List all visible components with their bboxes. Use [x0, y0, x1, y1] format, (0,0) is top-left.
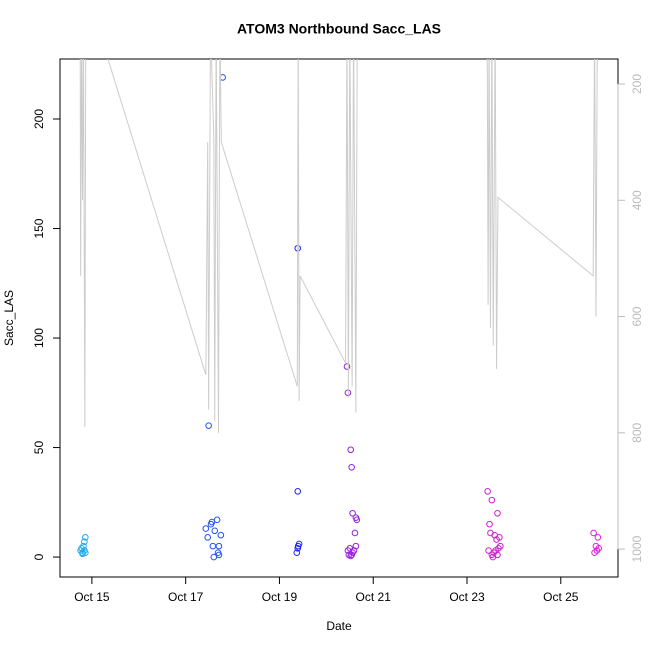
x-tick-label: Oct 19: [262, 590, 298, 604]
point: [594, 534, 602, 541]
point: [494, 509, 501, 517]
y-axis-label: Sacc_LAS: [2, 290, 16, 346]
point: [590, 529, 597, 537]
point: [215, 551, 223, 559]
point: [348, 463, 355, 471]
line-series: [79, 59, 598, 433]
point: [488, 551, 496, 559]
point: [495, 545, 502, 552]
point: [343, 363, 351, 370]
point: [213, 516, 221, 524]
y2-tick-label: 400: [630, 190, 644, 210]
x-tick-label: Oct 21: [356, 590, 392, 604]
point: [488, 496, 496, 504]
y2-tick-label: 600: [630, 306, 644, 326]
point: [351, 529, 359, 537]
x-tick-label: Oct 15: [74, 590, 110, 604]
point: [215, 542, 223, 550]
point: [81, 538, 88, 546]
point: [79, 550, 86, 558]
point: [205, 422, 212, 429]
point: [217, 531, 225, 539]
y-tick-label: 150: [32, 218, 46, 238]
point: [294, 545, 302, 552]
point: [349, 509, 356, 517]
point: [484, 488, 491, 495]
y-tick-label: 100: [32, 328, 46, 348]
point: [295, 540, 303, 548]
y2-tick-label: 1000: [630, 535, 644, 562]
chart-title: ATOM3 Northbound Sacc_LAS: [237, 21, 441, 37]
point: [493, 536, 500, 543]
point: [348, 551, 355, 559]
x-axis-label: Date: [326, 619, 352, 633]
plot-frame: [59, 58, 619, 578]
point: [202, 525, 210, 532]
x-tick-label: Oct 23: [449, 590, 485, 604]
y-tick-label: 50: [32, 441, 46, 455]
point: [347, 446, 355, 454]
point: [82, 534, 89, 541]
plot-area: [77, 59, 603, 561]
point: [211, 527, 219, 535]
x-tick-label: Oct 25: [543, 590, 579, 604]
y2-tick-label: 200: [630, 74, 644, 94]
point: [347, 552, 355, 560]
y-tick-label: 200: [32, 109, 46, 129]
point: [486, 520, 493, 528]
point: [353, 516, 361, 524]
point: [204, 534, 212, 541]
x-tick-label: Oct 17: [168, 590, 204, 604]
point: [80, 542, 87, 550]
point: [209, 542, 217, 550]
point: [294, 488, 302, 495]
y-tick-label: 0: [32, 553, 46, 560]
y2-tick-label: 800: [630, 422, 644, 442]
point: [293, 549, 301, 556]
point: [593, 547, 601, 554]
point: [81, 547, 88, 554]
